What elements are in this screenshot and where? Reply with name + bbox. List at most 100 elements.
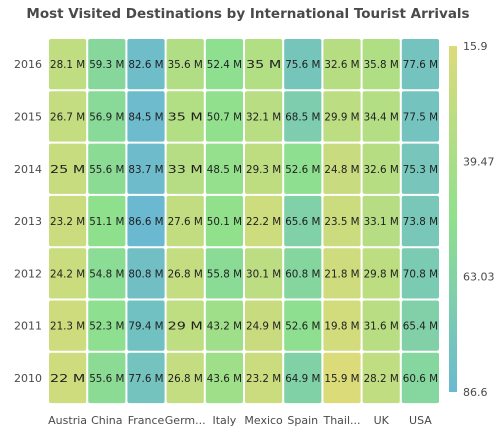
legend-label: 63.03: [463, 271, 495, 284]
cell-value-label: 32.6 M: [364, 164, 399, 176]
heatmap-cell: [127, 91, 165, 142]
cell-value-label: 77.5 M: [403, 111, 438, 123]
cell-value-label: 26.8 M: [168, 373, 203, 385]
heatmap-cell: [166, 300, 204, 351]
cell-value-label: 23.2 M: [246, 373, 281, 385]
cell-value-label: 77.6 M: [403, 59, 438, 71]
heatmap-cell: [401, 352, 439, 404]
heatmap-cell: [205, 91, 243, 142]
x-tick-label: Germ...: [165, 414, 206, 427]
x-tick-label: UK: [374, 414, 390, 427]
heatmap-cell: [49, 352, 87, 404]
y-tick-label: 2014: [14, 163, 42, 176]
cell-value-label: 35 M: [246, 59, 281, 71]
heatmap-cell: [88, 91, 126, 142]
y-tick-label: 2010: [14, 372, 42, 385]
x-tick-label: China: [91, 414, 122, 427]
heatmap-cell: [49, 248, 87, 299]
heatmap-cell: [284, 91, 322, 142]
y-tick-label: 2011: [14, 320, 42, 333]
cell-value-label: 28.2 M: [364, 373, 399, 385]
heatmap-cell: [88, 143, 126, 194]
heatmap-cell: [166, 143, 204, 194]
cell-value-label: 65.4 M: [403, 321, 438, 333]
heatmap-cell: [127, 248, 165, 299]
cell-value-label: 24.8 M: [324, 164, 359, 176]
cell-value-label: 79.4 M: [128, 321, 163, 333]
heatmap-cell: [49, 195, 87, 247]
heatmap-cell: [245, 300, 283, 351]
cell-value-label: 32.6 M: [324, 59, 359, 71]
heatmap-cell: [245, 195, 283, 247]
cell-value-label: 52.3 M: [89, 321, 124, 333]
cell-value-label: 68.5 M: [285, 111, 320, 123]
legend-label: 86.6: [463, 386, 488, 399]
cell-value-label: 30.1 M: [246, 268, 281, 280]
heatmap-cell: [127, 143, 165, 194]
heatmap-cell: [284, 300, 322, 351]
heatmap-cell: [127, 352, 165, 404]
heatmap-cell: [284, 248, 322, 299]
heatmap-cell: [88, 300, 126, 351]
heatmap-cell: [49, 143, 87, 194]
chart-title: Most Visited Destinations by Internation…: [26, 6, 469, 22]
cell-value-label: 55.6 M: [89, 373, 124, 385]
heatmap-cell: [362, 91, 400, 142]
heatmap-cell: [323, 143, 361, 194]
heatmap-cell: [127, 300, 165, 351]
cell-value-label: 48.5 M: [207, 164, 242, 176]
heatmap-cell: [205, 300, 243, 351]
cell-value-label: 70.8 M: [403, 268, 438, 280]
x-tick-label: Italy: [212, 414, 236, 427]
heatmap-cell: [401, 300, 439, 351]
heatmap-cell: [362, 352, 400, 404]
cell-value-label: 83.7 M: [128, 164, 163, 176]
heatmap-cell: [88, 195, 126, 247]
heatmap-cell: [323, 352, 361, 404]
cell-value-label: 26.8 M: [168, 268, 203, 280]
cell-value-label: 43.6 M: [207, 373, 242, 385]
heatmap-cell: [49, 39, 87, 90]
heatmap-cell: [205, 248, 243, 299]
cell-value-label: 73.8 M: [403, 216, 438, 228]
cell-value-label: 50.1 M: [207, 216, 242, 228]
cell-value-label: 52.6 M: [285, 164, 320, 176]
cell-value-label: 28.1 M: [50, 59, 85, 71]
legend-label: 39.47: [463, 155, 495, 168]
cell-value-label: 50.7 M: [207, 111, 242, 123]
heatmap-cell: [166, 248, 204, 299]
cell-value-label: 54.8 M: [89, 268, 124, 280]
heatmap-cell: [245, 352, 283, 404]
heatmap-cell: [401, 39, 439, 90]
heatmap-cell: [323, 91, 361, 142]
cell-value-label: 32.1 M: [246, 111, 281, 123]
heatmap-cell: [166, 91, 204, 142]
heatmap-cell: [166, 352, 204, 404]
cell-value-label: 64.9 M: [285, 373, 320, 385]
cell-value-label: 22 M: [50, 373, 85, 385]
cell-value-label: 25 M: [50, 164, 85, 176]
heatmap-cell: [362, 143, 400, 194]
cell-value-label: 84.5 M: [128, 111, 163, 123]
x-tick-label: Spain: [287, 414, 318, 427]
heatmap-cell: [127, 195, 165, 247]
heatmap-cell: [166, 39, 204, 90]
heatmap-cell: [88, 39, 126, 90]
y-tick-label: 2016: [14, 58, 42, 71]
heatmap-cell: [323, 39, 361, 90]
cell-value-label: 23.2 M: [50, 216, 85, 228]
heatmap-cell: [323, 248, 361, 299]
cell-value-label: 82.6 M: [128, 59, 163, 71]
cell-value-label: 33 M: [168, 164, 203, 176]
heatmap-cell: [245, 91, 283, 142]
heatmap-cell: [205, 143, 243, 194]
legend-label: 15.9: [463, 40, 488, 53]
heatmap-cell: [401, 143, 439, 194]
cell-value-label: 52.4 M: [207, 59, 242, 71]
heatmap-cell: [166, 195, 204, 247]
cell-value-label: 65.6 M: [285, 216, 320, 228]
cell-value-label: 29.3 M: [246, 164, 281, 176]
cell-value-label: 60.8 M: [285, 268, 320, 280]
heatmap-cell: [401, 195, 439, 247]
color-legend: 15.9 39.47 63.03 86.6: [449, 40, 495, 399]
